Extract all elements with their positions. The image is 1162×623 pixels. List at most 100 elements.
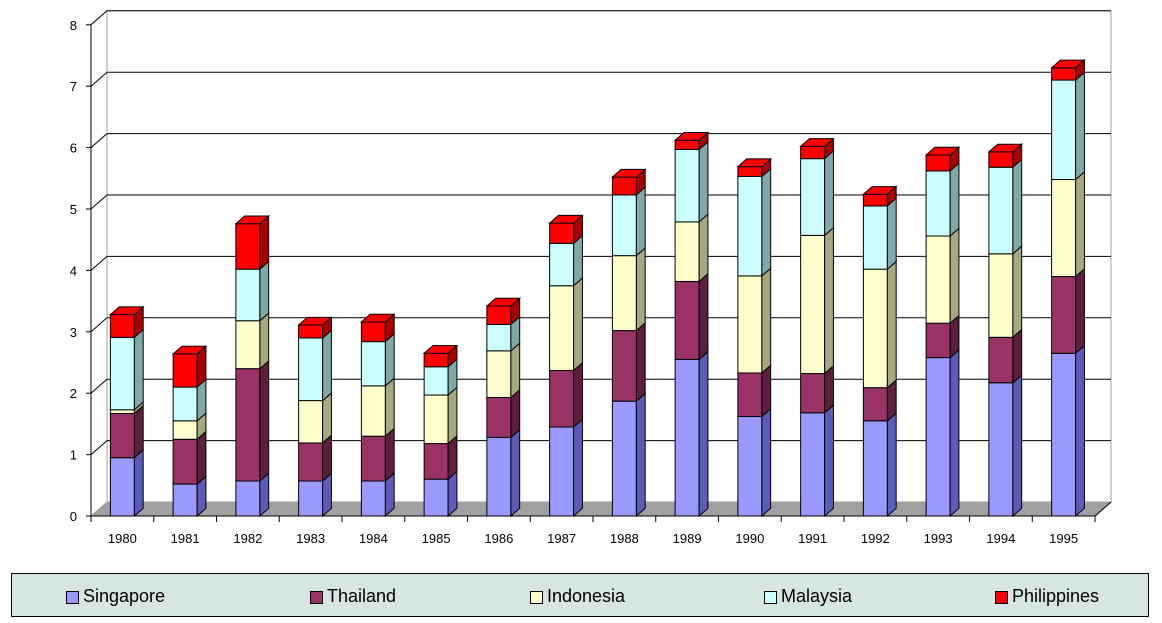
bar-segment	[422, 344, 459, 368]
bar-segment	[1051, 267, 1085, 355]
bar-face	[925, 357, 951, 517]
bar-side	[133, 448, 144, 518]
bar-segment	[673, 131, 710, 151]
bar-face	[800, 234, 826, 375]
bar-segment	[988, 245, 1023, 339]
bar-segment	[988, 373, 1023, 518]
bar-face	[1051, 79, 1077, 181]
bar-top	[862, 186, 898, 195]
bar-face	[800, 145, 826, 160]
bar-side	[635, 392, 646, 518]
bar-stack-1988	[611, 168, 647, 518]
bar-segment	[235, 311, 270, 370]
gridline	[90, 10, 1111, 26]
bar-face	[611, 194, 637, 257]
bar-face	[298, 324, 324, 339]
bar-face	[1051, 352, 1077, 517]
y-tick-label: 4	[70, 263, 77, 278]
bar-side	[1075, 170, 1085, 278]
gridline	[90, 194, 1111, 210]
bar-side	[196, 430, 207, 486]
legend-swatch-philippines	[995, 591, 1008, 604]
legend: Singapore Thailand Indonesia Malaysia Ph…	[11, 573, 1149, 617]
bar-side	[1012, 158, 1023, 255]
bar-side	[510, 342, 521, 399]
bar-segment	[737, 407, 772, 518]
bar-side	[510, 428, 521, 518]
bar-segment	[360, 313, 396, 343]
bar-stack-1991	[799, 137, 835, 518]
bar-side	[635, 186, 646, 257]
bar-face	[1051, 276, 1077, 354]
bar-stack-1985	[422, 344, 459, 518]
bar-segment	[987, 143, 1024, 169]
bar-segment	[486, 315, 521, 352]
bar-segment	[423, 386, 458, 445]
bar-top	[673, 132, 710, 141]
legend-label-thailand: Thailand	[327, 586, 397, 606]
x-tick-label: 1991	[798, 531, 827, 546]
bar-segment	[674, 140, 709, 223]
bar-face	[549, 222, 575, 244]
legend-label-philippines: Philippines	[1012, 586, 1100, 606]
bar-segment	[737, 167, 772, 278]
bar-side	[761, 167, 772, 278]
bar-face	[486, 396, 512, 438]
y-tick-label: 2	[70, 386, 77, 401]
y-tick-label: 8	[70, 18, 77, 33]
bar-face	[423, 366, 449, 396]
bar-face	[360, 321, 386, 343]
bar-segment	[298, 434, 332, 483]
bar-stack-1993	[924, 146, 961, 518]
bar-face	[737, 275, 763, 374]
bar-segment	[674, 213, 709, 283]
bar-top	[109, 306, 145, 316]
bar-segment	[485, 297, 522, 326]
bar-segment	[109, 448, 144, 518]
bar-top	[171, 345, 208, 355]
bar-top	[611, 168, 647, 178]
legend-label-singapore: Singapore	[83, 586, 166, 606]
bar-side	[573, 276, 583, 372]
bar-face	[423, 394, 449, 445]
bar-segment	[109, 404, 144, 459]
bar-face	[737, 372, 763, 418]
bar-side	[322, 329, 332, 402]
bar-side	[635, 246, 646, 332]
bar-face	[360, 435, 386, 482]
bar-face	[674, 148, 700, 223]
x-tick-label: 1995	[1049, 531, 1078, 546]
y-tick-label: 7	[70, 79, 77, 94]
bar-side	[949, 162, 960, 238]
bar-segment	[360, 332, 395, 387]
bar-segment	[1051, 71, 1085, 181]
bar-face	[925, 154, 951, 172]
bar-top	[485, 297, 522, 307]
bar-face	[172, 386, 198, 422]
bar-segment	[423, 470, 458, 518]
bar-face	[737, 166, 763, 177]
bar-segment	[1051, 170, 1085, 278]
bar-segment	[298, 472, 332, 518]
bar-segment	[611, 246, 646, 332]
bar-segment	[234, 214, 271, 271]
gridline	[90, 440, 1111, 455]
bar-side	[886, 260, 897, 389]
bar-segment	[1050, 58, 1086, 82]
bar-side	[1012, 373, 1023, 518]
bar-top	[799, 138, 835, 147]
bar-top	[422, 345, 459, 354]
bar-side	[949, 227, 960, 325]
bar-face	[235, 268, 261, 322]
bar-segment	[109, 305, 145, 339]
bar-side	[698, 140, 709, 223]
bar-segment	[925, 348, 960, 518]
bar-face	[611, 255, 637, 332]
y-tick-label: 5	[70, 202, 77, 217]
x-tick-label: 1982	[233, 531, 262, 546]
bar-stack-1994	[987, 143, 1024, 518]
gridlines	[90, 10, 1111, 455]
gridline	[90, 255, 1111, 271]
bar-segment	[674, 272, 709, 361]
bar-face	[298, 442, 324, 482]
